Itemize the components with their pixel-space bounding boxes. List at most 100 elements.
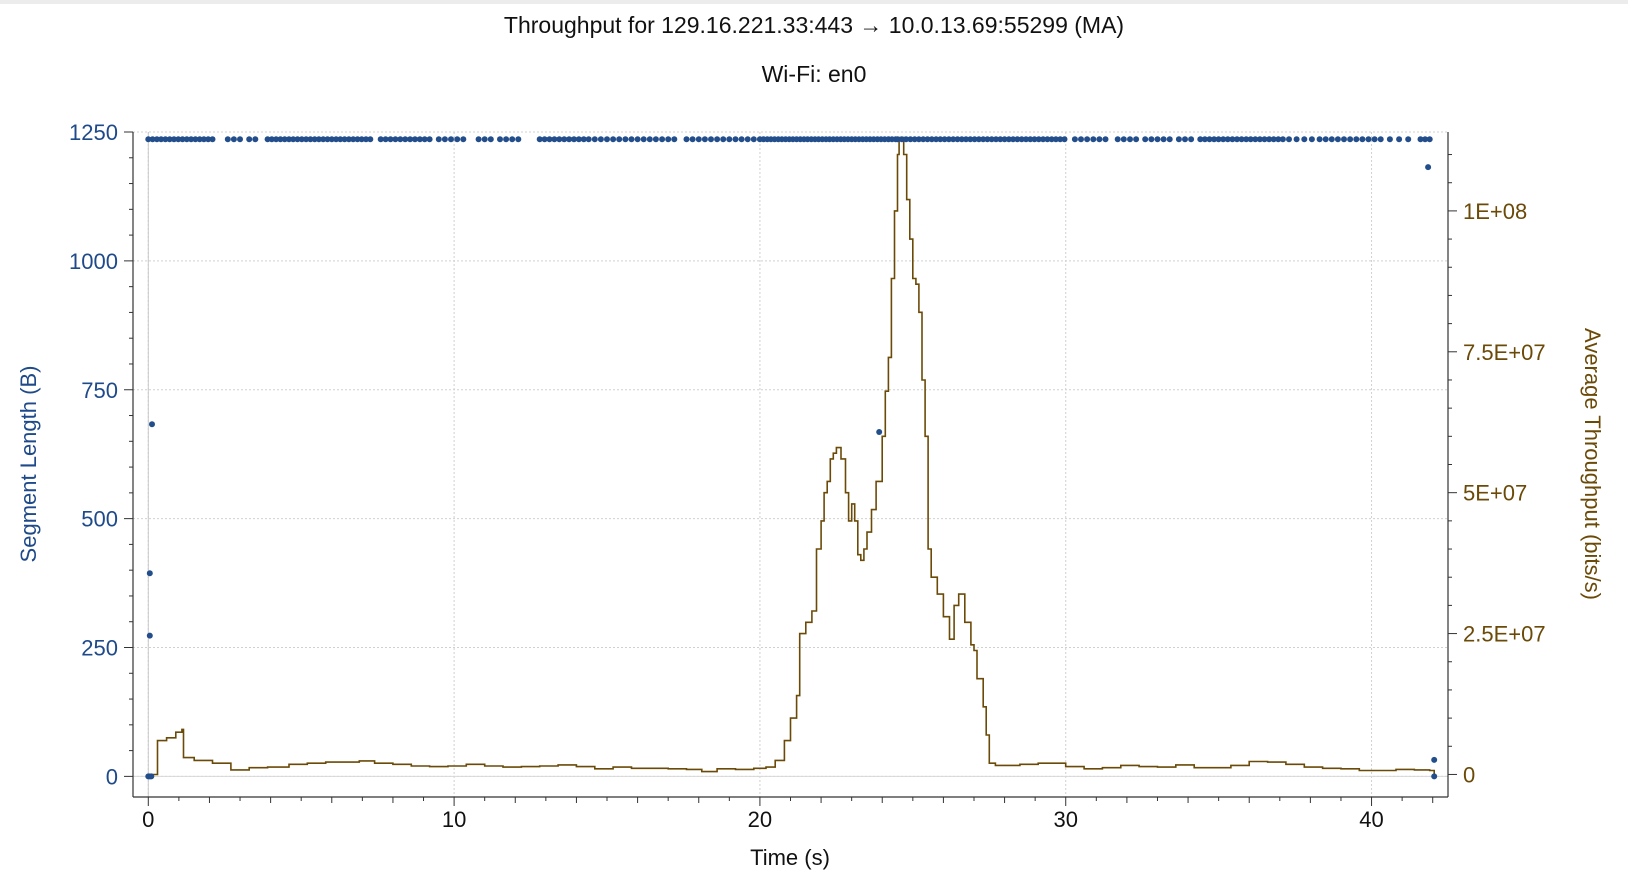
segment-point — [515, 136, 522, 143]
segment-point — [149, 421, 155, 428]
chart-subtitle: Wi-Fi: en0 — [761, 61, 867, 87]
segment-point — [1386, 136, 1393, 143]
segment-point — [561, 136, 568, 143]
segment-point — [426, 136, 433, 143]
segment-point — [945, 136, 952, 143]
segment-point — [358, 136, 365, 143]
segment-point — [268, 136, 275, 143]
segment-point — [1270, 136, 1277, 143]
segment-point — [1133, 136, 1140, 143]
segment-point — [1201, 136, 1208, 143]
segment-point — [541, 136, 548, 143]
grid-lines — [133, 131, 1448, 797]
segment-point — [1084, 136, 1091, 143]
segment-point — [183, 136, 190, 143]
segment-point — [205, 136, 212, 143]
y-right-tick-label: 2.5E+07 — [1463, 622, 1546, 647]
segment-point — [1359, 136, 1366, 143]
segment-point — [911, 136, 918, 143]
segment-series — [145, 136, 1438, 780]
segment-point — [1035, 136, 1042, 143]
segment-point — [158, 136, 165, 143]
axes — [124, 131, 1457, 806]
y-left-tick-label: 1000 — [69, 249, 118, 274]
segment-point — [387, 136, 394, 143]
segment-point — [671, 136, 678, 143]
segment-point — [732, 136, 739, 143]
segment-point — [1224, 136, 1231, 143]
segment-point — [695, 136, 702, 143]
segment-point — [341, 136, 348, 143]
throughput-series — [148, 136, 1435, 776]
y-right-tick-label: 7.5E+07 — [1463, 340, 1546, 365]
segment-point — [575, 136, 582, 143]
segment-point — [1188, 136, 1195, 143]
segment-point — [933, 136, 940, 143]
segment-point — [1005, 136, 1012, 143]
segment-point — [1160, 136, 1167, 143]
segment-point — [708, 136, 714, 143]
segment-point — [320, 136, 327, 143]
segment-point — [315, 136, 322, 143]
segment-point — [153, 136, 160, 143]
segment-point — [622, 136, 629, 143]
segment-point — [475, 136, 482, 143]
segment-point — [382, 136, 389, 143]
segment-point — [1293, 136, 1300, 143]
segment-point — [175, 136, 182, 143]
segment-point — [1353, 136, 1360, 143]
x-tick-label: 10 — [442, 807, 466, 832]
segment-point — [481, 136, 488, 143]
window-top-border — [0, 0, 1628, 4]
chart-title: Throughput for 129.16.221.33:443 → 10.0.… — [503, 12, 1125, 38]
tick-labels: 0 10 20 30 40 0 250 500 750 1000 1250 0 2.5E+07 5E+07… — [69, 120, 1546, 832]
segment-point — [1405, 136, 1412, 143]
segment-point — [324, 136, 331, 143]
segment-point — [162, 136, 169, 143]
segment-point — [726, 136, 733, 143]
segment-point — [209, 136, 216, 143]
y-left-tick-label: 0 — [106, 764, 118, 789]
segment-point — [1102, 136, 1109, 143]
segment-point — [294, 136, 301, 143]
segment-point — [1010, 136, 1017, 143]
segment-point — [714, 136, 721, 143]
segment-point — [920, 136, 927, 143]
segment-point — [392, 136, 399, 143]
segment-point — [628, 136, 635, 143]
segment-point — [441, 136, 448, 143]
segment-point — [407, 136, 414, 143]
segment-point — [954, 136, 961, 143]
segment-point — [652, 136, 659, 143]
segment-point — [196, 136, 203, 143]
segment-point — [1261, 136, 1268, 143]
segment-point — [566, 136, 573, 143]
segment-point — [591, 136, 598, 143]
segment-point — [980, 136, 987, 143]
segment-point — [487, 136, 494, 143]
segment-point — [997, 136, 1004, 143]
segment-point — [1431, 773, 1438, 780]
segment-point — [311, 136, 318, 143]
segment-point — [683, 136, 690, 143]
segment-point — [416, 136, 423, 143]
segment-point — [1334, 136, 1341, 143]
y-left-tick-label: 500 — [81, 507, 118, 532]
x-tick-label: 0 — [142, 807, 154, 832]
segment-point — [264, 136, 271, 143]
segment-point — [1014, 136, 1021, 143]
segment-point — [179, 136, 186, 143]
segment-point — [303, 136, 310, 143]
segment-point — [1377, 136, 1384, 143]
y-axis-left-title: Segment Length (B) — [16, 366, 41, 563]
segment-point — [1426, 136, 1433, 143]
segment-point — [354, 136, 361, 143]
segment-point — [665, 136, 672, 143]
segment-point — [750, 136, 757, 143]
segment-point — [1347, 136, 1354, 143]
segment-point — [928, 136, 935, 143]
segment-point — [924, 136, 931, 143]
segment-point — [915, 136, 922, 143]
segment-point — [1431, 756, 1438, 763]
